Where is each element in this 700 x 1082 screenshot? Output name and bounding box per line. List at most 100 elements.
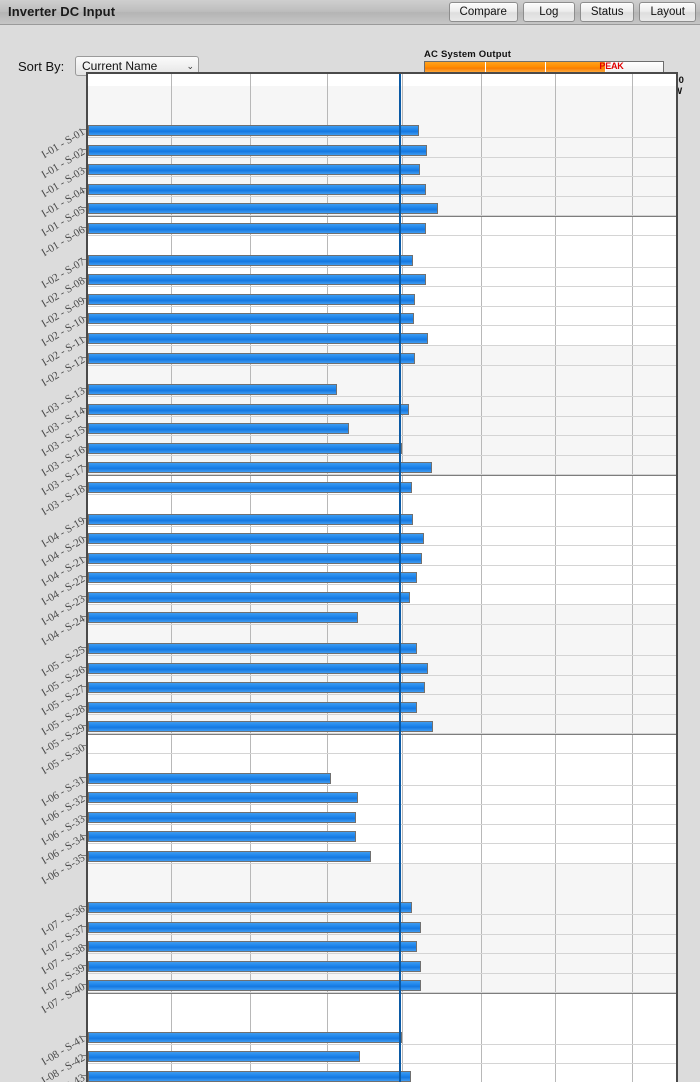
chart-axis-tick <box>81 854 86 856</box>
gauge-segment-divider <box>545 62 546 73</box>
chart-bar[interactable] <box>88 980 421 992</box>
chevron-down-icon: ⌄ <box>186 60 194 71</box>
chart-bar[interactable] <box>88 332 428 344</box>
chart-bar[interactable] <box>88 183 426 195</box>
chart-bar[interactable] <box>88 1070 411 1082</box>
chart-bar[interactable] <box>88 482 412 493</box>
chart-gridline-vertical <box>632 74 633 1082</box>
gauge-fill <box>425 62 605 73</box>
sort-toolbar: Sort By: Current Name ⌄ AC System Output… <box>0 25 700 97</box>
chart-axis-tick <box>81 388 86 389</box>
chart-bar[interactable] <box>88 643 417 654</box>
chart-bar[interactable] <box>88 941 417 953</box>
compare-button[interactable]: Compare <box>448 2 518 22</box>
chart-axis-tick <box>81 576 86 578</box>
chart-row-gridline <box>88 623 676 625</box>
chart-bar[interactable] <box>88 313 414 325</box>
chart-row-gridline <box>88 176 676 178</box>
chart-bar[interactable] <box>88 384 337 395</box>
chart-bar[interactable] <box>88 611 358 623</box>
chart-bar[interactable] <box>88 721 433 733</box>
chart-row-gridline <box>88 344 676 346</box>
chart-bar[interactable] <box>88 572 417 584</box>
chart-row-gridline <box>88 584 676 586</box>
chart-axis-tick <box>81 129 86 130</box>
chart-bar[interactable] <box>88 352 415 364</box>
chart-row-gridline <box>88 674 676 676</box>
chart-bar[interactable] <box>88 921 421 933</box>
chart-row-gridline <box>88 396 676 397</box>
chart-axis-tick <box>81 705 86 707</box>
chart-bar[interactable] <box>88 1031 402 1043</box>
chart-row-gridline <box>88 195 676 197</box>
chart-axis-tick <box>81 207 86 209</box>
chart-axis-tick <box>81 776 86 778</box>
chart-row-gridline <box>88 525 676 527</box>
chart-bar[interactable] <box>88 533 424 545</box>
chart-axis-tick <box>81 1074 86 1076</box>
bar-chart-plot <box>86 72 678 1082</box>
chart-axis-tick <box>81 906 86 907</box>
chart-bar[interactable] <box>88 1051 360 1063</box>
chart-axis-tick <box>81 227 86 228</box>
chart-row-gridline <box>88 564 676 566</box>
chart-bar[interactable] <box>88 513 413 525</box>
chart-gridline-vertical <box>555 74 556 1082</box>
chart-axis-tick <box>81 595 86 597</box>
chart-row-gridline <box>88 215 676 217</box>
chart-axis-tick <box>81 317 86 319</box>
chart-axis-tick <box>81 427 86 429</box>
chart-row-gridline <box>88 435 676 437</box>
chart-bar[interactable] <box>88 772 331 784</box>
chart-axis-tick <box>81 745 86 746</box>
chart-bar[interactable] <box>88 442 402 454</box>
chart-axis-tick <box>81 666 86 668</box>
layout-button[interactable]: Layout <box>639 2 696 22</box>
chart-bar[interactable] <box>88 850 371 862</box>
chart-bar[interactable] <box>88 682 425 694</box>
chart-bar[interactable] <box>88 792 358 804</box>
chart-axis-tick <box>81 686 86 688</box>
chart-bar[interactable] <box>88 811 356 823</box>
chart-area: I-01 - S-01 I-01 - S-02 I-01 - S-03 I-01 - … <box>0 68 700 1082</box>
chart-bar[interactable] <box>88 164 420 176</box>
chart-bar[interactable] <box>88 293 415 305</box>
log-button[interactable]: Log <box>522 2 575 22</box>
chart-row-gridline <box>88 364 676 366</box>
chart-axis-tick <box>81 148 86 150</box>
chart-bar[interactable] <box>88 591 410 603</box>
chart-axis-tick <box>81 356 86 358</box>
chart-bar[interactable] <box>88 960 421 972</box>
chart-bar[interactable] <box>88 125 419 136</box>
chart-bar[interactable] <box>88 701 417 713</box>
chart-bar[interactable] <box>88 254 413 266</box>
chart-row-gridline <box>88 545 676 547</box>
chart-bar[interactable] <box>88 423 349 435</box>
chart-row-gridline <box>88 804 676 806</box>
chart-row-gridline <box>88 914 676 915</box>
chart-bar[interactable] <box>88 203 438 215</box>
chart-axis-tick <box>81 486 86 487</box>
chart-bar[interactable] <box>88 552 422 564</box>
chart-row-gridline <box>88 325 676 327</box>
chart-axis-tick <box>81 815 86 817</box>
chart-bar[interactable] <box>88 403 409 415</box>
chart-bar[interactable] <box>88 274 426 286</box>
status-button[interactable]: Status <box>579 2 635 22</box>
chart-bar[interactable] <box>88 144 427 156</box>
chart-bar[interactable] <box>88 462 432 474</box>
chart-bar[interactable] <box>88 902 412 913</box>
chart-axis-tick <box>81 446 86 448</box>
chart-row-gridline <box>88 655 676 656</box>
chart-row-gridline <box>88 235 676 236</box>
chart-bar[interactable] <box>88 831 356 843</box>
gauge-track: PEAK <box>424 61 664 81</box>
chart-axis-tick <box>81 984 86 986</box>
chart-bar[interactable] <box>88 223 426 234</box>
chart-row-gridline <box>88 713 676 715</box>
chart-axis-tick <box>81 517 86 519</box>
chart-bar[interactable] <box>88 662 428 674</box>
chart-row-gridline <box>88 454 676 456</box>
chart-row-gridline <box>88 843 676 845</box>
chart-axis-tick <box>81 945 86 947</box>
